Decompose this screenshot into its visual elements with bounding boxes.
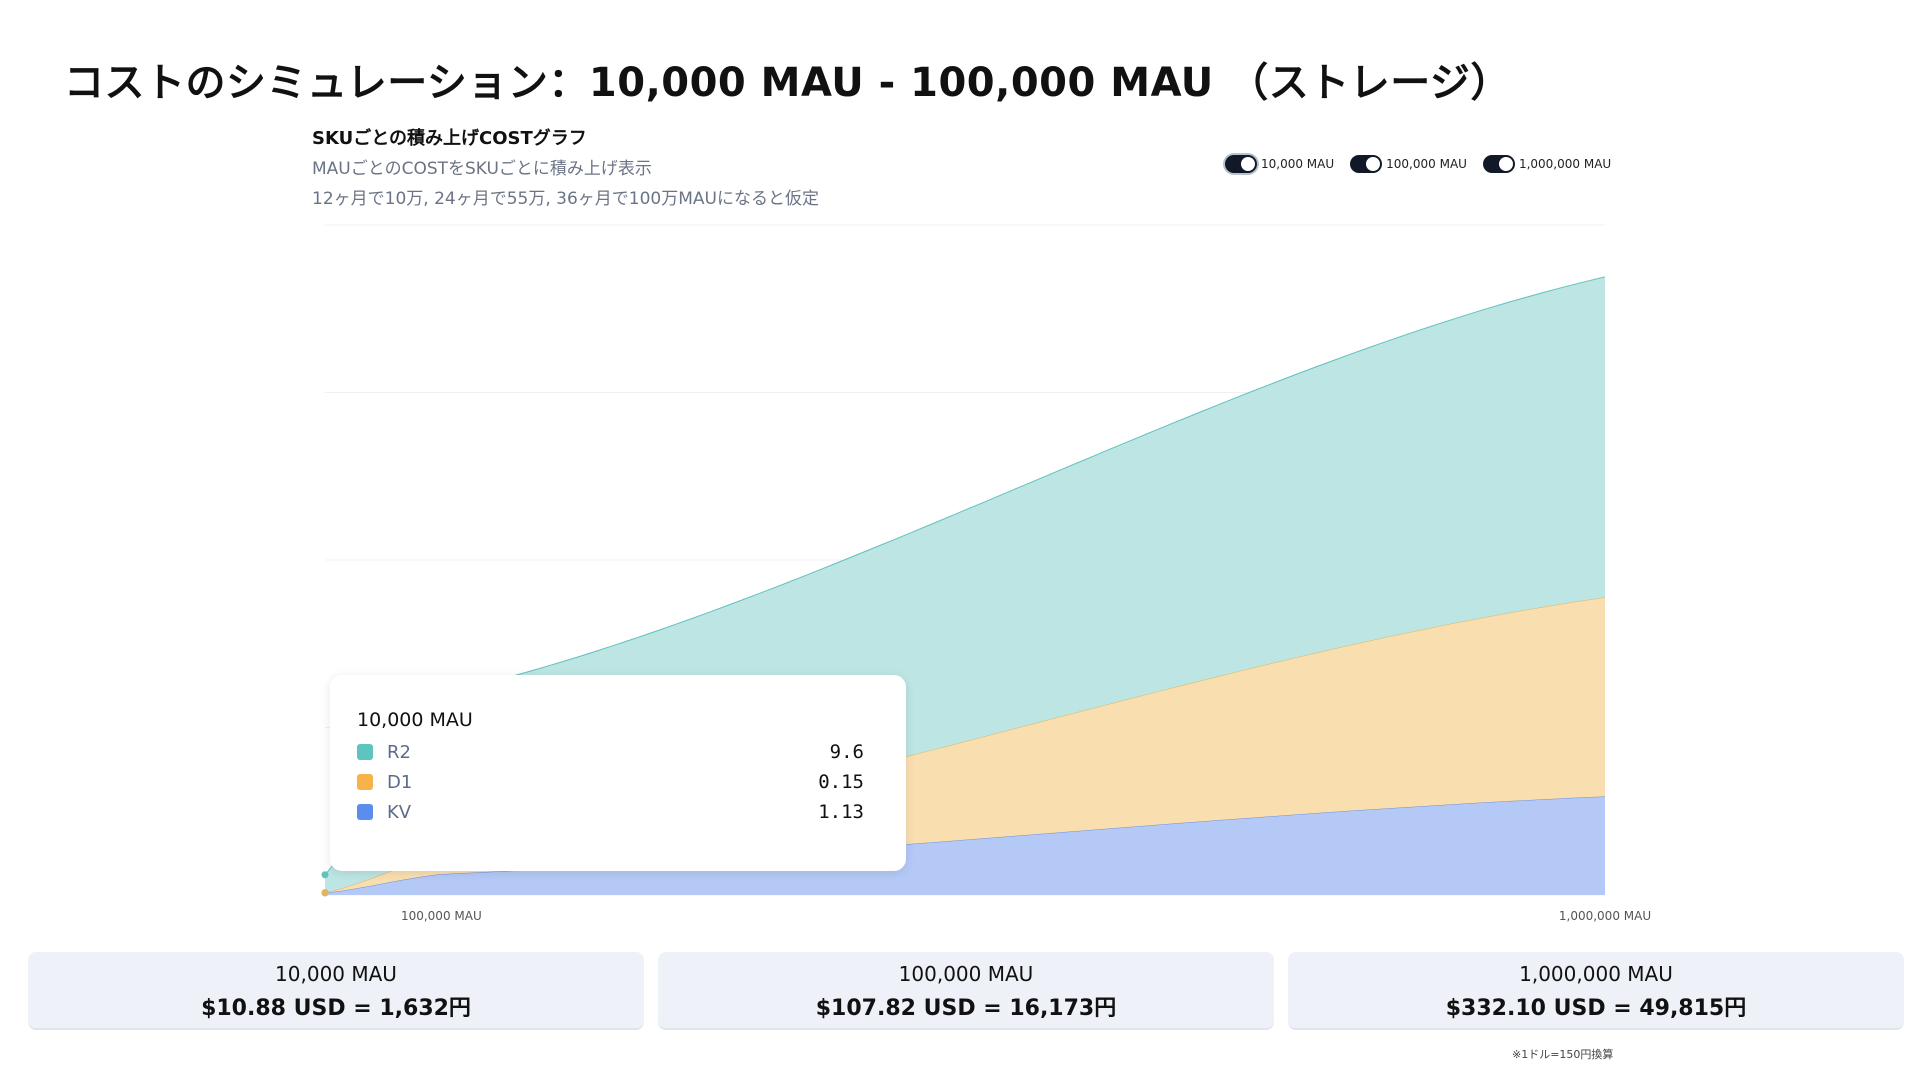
page-title: コストのシミュレーション：10,000 MAU - 100,000 MAU （ス… [64,60,1511,106]
toggle-1000000-mau[interactable]: 1,000,000 MAU [1482,155,1612,173]
summary-cost: $107.82 USD = 16,173円 [815,996,1117,1021]
summary-cost: $332.10 USD = 49,815円 [1445,996,1747,1021]
point-r2 [321,871,329,879]
toggle-switch-icon[interactable] [1350,155,1383,173]
chart-tooltip: 10,000 MAU R2 9.6 D1 0.15 KV 1.13 [330,675,906,871]
stacked-area-chart: 100,000 MAU 1,000,000 MAU [321,224,1651,923]
summary-card-10000: 10,000 MAU $10.88 USD = 1,632円 [28,952,644,1030]
chart-subtitle-assumption: 12ヶ月で10万, 24ヶ月で55万, 36ヶ月で100万MAUになると仮定 [312,189,819,209]
summary-card-1000000: 1,000,000 MAU $332.10 USD = 49,815円 [1288,952,1904,1030]
toggle-switch-icon[interactable] [1482,155,1515,173]
tooltip-row-name: R2 [387,741,411,763]
point-d1 [321,889,329,897]
tooltip-row-value: 1.13 [818,801,864,823]
cost-summary: 10,000 MAU $10.88 USD = 1,632円 100,000 M… [28,952,1904,1030]
x-tick-label: 1,000,000 MAU [1559,909,1651,923]
d1-swatch-icon [357,774,373,790]
r2-swatch-icon [357,744,373,760]
summary-mau: 1,000,000 MAU [1519,962,1673,986]
toggle-label: 10,000 MAU [1261,157,1335,171]
tooltip-row-r2: R2 9.6 [357,737,864,767]
chart-x-axis: 100,000 MAU 1,000,000 MAU [401,909,1651,923]
toggle-label: 1,000,000 MAU [1518,157,1612,171]
tooltip-row-name: KV [387,801,412,823]
exchange-rate-footnote: ※1ドル=150円換算 [1512,1048,1614,1061]
tooltip-row-name: D1 [387,771,413,793]
summary-mau: 10,000 MAU [275,962,397,986]
summary-cost: $10.88 USD = 1,632円 [201,996,471,1021]
tooltip-row-value: 9.6 [829,741,864,763]
toggle-label: 100,000 MAU [1386,157,1467,171]
tooltip-row-d1: D1 0.15 [357,767,864,797]
x-tick-label: 100,000 MAU [401,909,482,923]
kv-swatch-icon [357,804,373,820]
chart-subtitle: MAUごとのCOSTをSKUごとに積み上げ表示 [312,159,652,179]
chart-title: SKUごとの積み上げCOSTグラフ [312,128,587,149]
summary-card-100000: 100,000 MAU $107.82 USD = 16,173円 [658,952,1274,1030]
line-r2 [324,276,1606,876]
tooltip-title: 10,000 MAU [357,709,473,731]
toggle-switch-icon[interactable] [1225,155,1257,173]
series-toggles: 10,000 MAU 100,000 MAU 1,000,000 MAU [1225,155,1611,173]
tooltip-row-value: 0.15 [818,771,864,793]
tooltip-row-kv: KV 1.13 [357,797,864,827]
summary-mau: 100,000 MAU [898,962,1034,986]
toggle-100000-mau[interactable]: 100,000 MAU [1350,155,1467,173]
toggle-10000-mau[interactable]: 10,000 MAU [1225,155,1334,173]
